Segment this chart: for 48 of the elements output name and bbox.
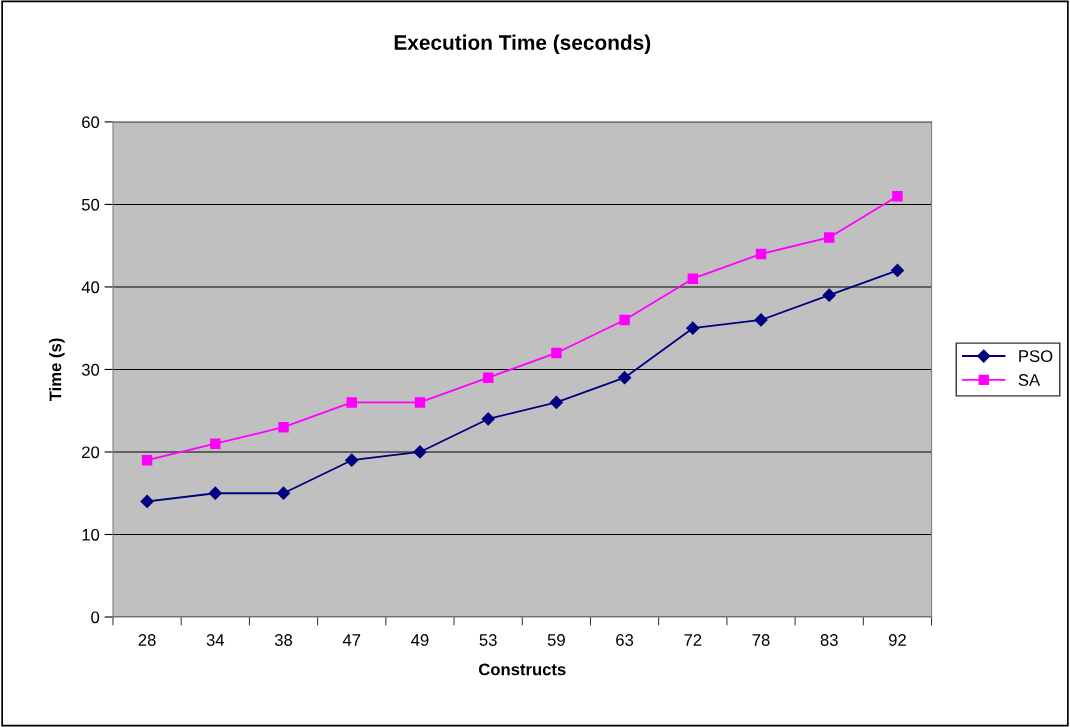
x-axis-title: Constructs: [478, 663, 566, 676]
legend-label: PSO: [1019, 350, 1053, 362]
y-tick-label: 10: [82, 528, 100, 541]
x-tick-label: 47: [342, 634, 361, 646]
point: [482, 372, 494, 383]
y-tick-label: 40: [81, 281, 100, 294]
point: [890, 263, 905, 278]
point: [278, 422, 289, 433]
x-tick-label: 53: [479, 634, 497, 646]
x-tick-label: 59: [547, 634, 565, 646]
x-tick-label: 34: [206, 634, 225, 646]
x-tick-label: 38: [274, 634, 293, 646]
point: [208, 486, 222, 500]
point: [140, 494, 154, 509]
point: [754, 313, 768, 327]
y-tick-label: 60: [82, 116, 100, 129]
point: [551, 347, 562, 359]
point: [619, 314, 630, 326]
x-tick-label: 83: [820, 634, 838, 646]
point: [755, 248, 767, 260]
x-tick-label: 92: [888, 634, 906, 646]
point: [414, 397, 426, 408]
point: [413, 445, 427, 459]
point: [687, 273, 699, 284]
y-tick-label: 20: [82, 446, 100, 459]
point: [141, 455, 153, 466]
point: [822, 288, 836, 302]
point: [617, 371, 632, 385]
point: [276, 486, 291, 500]
y-axis-title: Time (s): [49, 338, 65, 402]
chart-title: Execution Time (seconds): [394, 34, 651, 55]
point: [346, 397, 357, 408]
x-tick-label: 28: [138, 634, 156, 646]
point: [824, 232, 835, 243]
legend-label: SA: [1018, 374, 1041, 386]
point: [210, 438, 221, 449]
point: [549, 395, 563, 410]
x-tick-label: 63: [616, 634, 634, 646]
point: [892, 190, 903, 202]
y-tick-label: 0: [91, 611, 100, 624]
point: [481, 412, 495, 426]
x-tick-label: 72: [684, 634, 702, 646]
point: [345, 453, 359, 467]
x-tick-label: 49: [411, 634, 429, 646]
point: [686, 321, 700, 335]
y-tick-label: 50: [81, 198, 100, 211]
x-tick-label: 78: [752, 634, 770, 646]
y-tick-label: 30: [81, 363, 100, 376]
